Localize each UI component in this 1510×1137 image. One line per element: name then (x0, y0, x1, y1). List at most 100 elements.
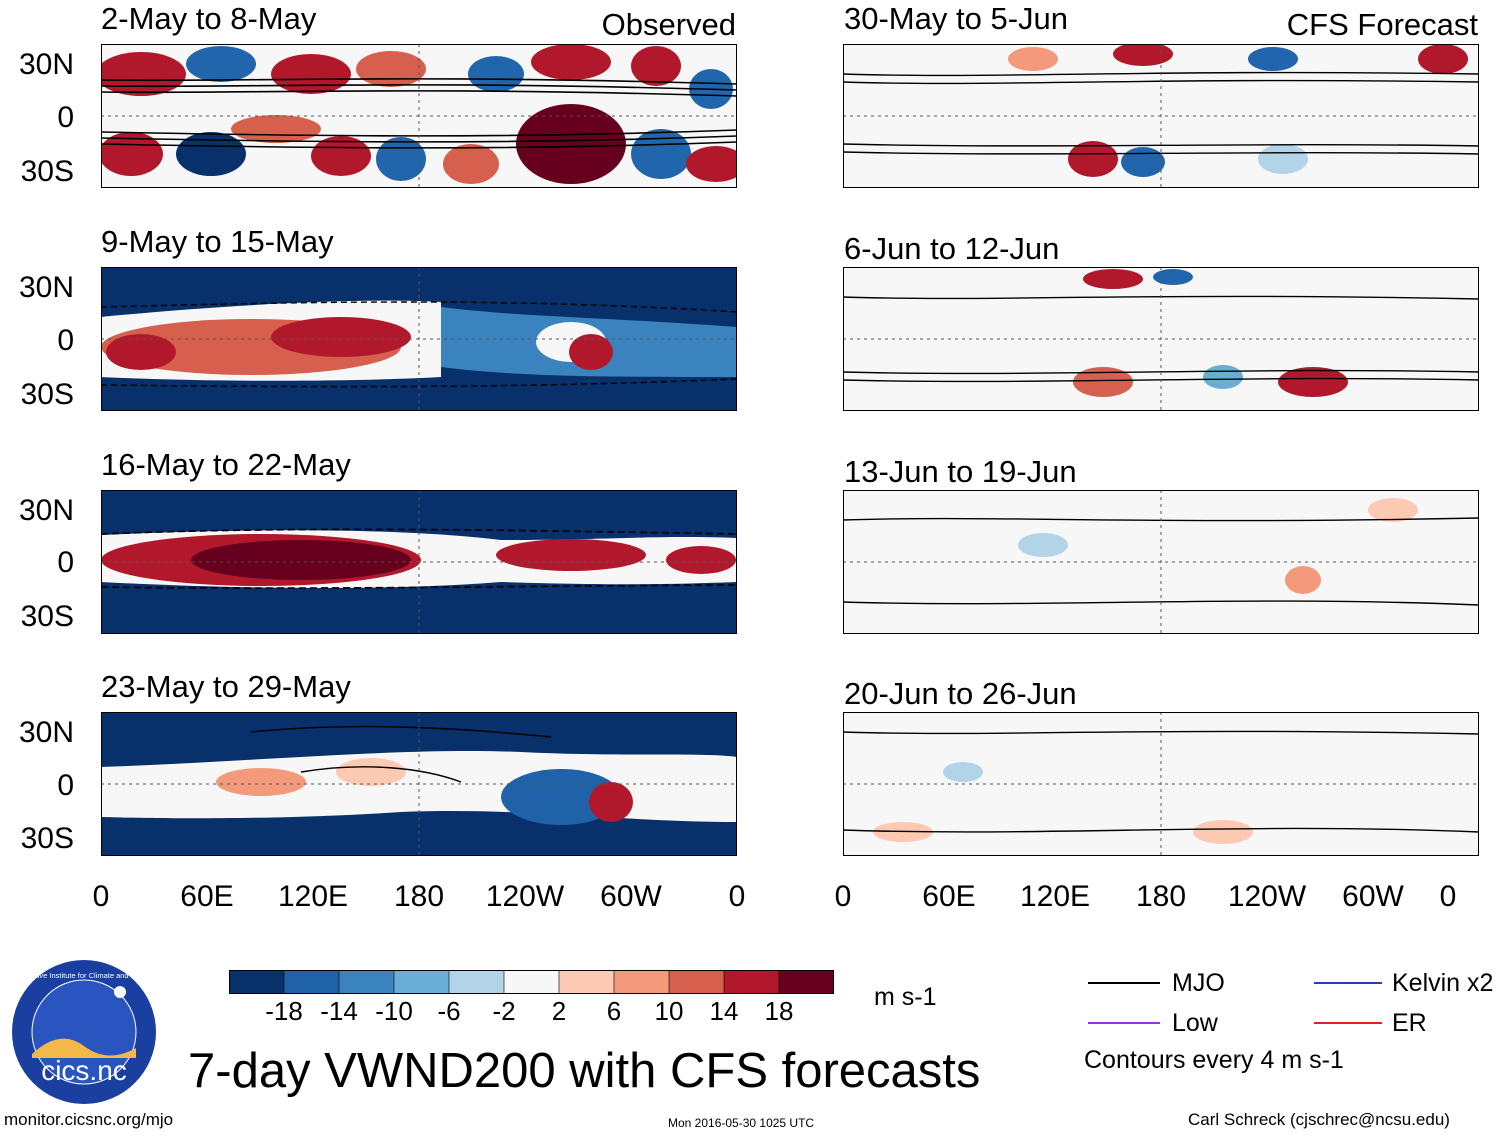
y-tick-label: 30S (20, 822, 74, 855)
colorbar-unit: m s-1 (874, 983, 937, 1011)
map-panel-observed-1 (101, 44, 737, 188)
x-tick-label: 0 (1439, 880, 1457, 913)
observed-panel-title: 23-May to 29-May (101, 669, 351, 704)
footer-url[interactable]: monitor.cicsnc.org/mjo (4, 1110, 174, 1129)
forecast-label: CFS Forecast (1286, 7, 1478, 42)
mjo-contours (101, 78, 737, 149)
forecast-panel-title: 30-May to 5-Jun (844, 1, 1068, 36)
map-panel-forecast-3 (843, 490, 1479, 634)
x-tick-label: 120W (1227, 880, 1307, 913)
legend-line-kelvin (1314, 982, 1382, 984)
colorbar-cell (229, 970, 285, 994)
x-tick-label: 180 (393, 880, 445, 913)
colorbar-tick: -2 (492, 996, 516, 1026)
map-panel-observed-2 (101, 267, 737, 411)
er-contours (101, 301, 737, 388)
anomaly-shading (101, 530, 737, 588)
observed-label: Observed (601, 7, 736, 42)
legend-line-er (1314, 1022, 1382, 1024)
anomaly-shading (101, 300, 737, 381)
colorbar-tick: 6 (606, 996, 622, 1026)
main-title: 7-day VWND200 with CFS forecasts (188, 1044, 981, 1098)
logo-ring-text: Cooperative Institute for Climate and Sa… (10, 971, 158, 980)
colorbar-cell (503, 970, 560, 994)
legend-label-kelvin: Kelvin x2 (1392, 969, 1494, 997)
y-tick-label: 30S (20, 155, 74, 188)
footer-timestamp: Mon 2016-05-30 1025 UTC (668, 1116, 815, 1130)
x-tick-label: 120E (1019, 880, 1091, 913)
colorbar-tick: 2 (551, 996, 567, 1026)
colorbar-tick: 14 (709, 996, 739, 1026)
x-tick-label: 0 (92, 880, 110, 913)
x-tick-label: 60E (922, 880, 976, 913)
mjo-contours (843, 517, 1479, 606)
y-tick-label: 0 (57, 769, 74, 802)
colorbar (229, 970, 834, 994)
colorbar-tick: 18 (764, 996, 794, 1026)
x-tick-label: 120E (277, 880, 349, 913)
mjo-contours (843, 71, 1479, 155)
y-tick-label: 30N (18, 716, 74, 749)
y-tick-label: 30N (18, 494, 74, 527)
anomaly-shading (1018, 498, 1418, 594)
x-tick-label: 0 (728, 880, 746, 913)
legend-label-mjo: MJO (1172, 969, 1225, 997)
y-tick-label: 0 (57, 101, 74, 134)
y-tick-label: 30S (20, 600, 74, 633)
y-tick-label: 0 (57, 324, 74, 357)
colorbar-tick: -14 (320, 996, 358, 1026)
colorbar-cell (393, 970, 450, 994)
map-panel-observed-3 (101, 490, 737, 634)
map-panel-forecast-4 (843, 712, 1479, 856)
colorbar-cell (778, 970, 834, 994)
colorbar-cell (283, 970, 340, 994)
x-tick-label: 60E (180, 880, 234, 913)
footer-author: Carl Schreck (cjschrec@ncsu.edu) (1188, 1110, 1450, 1129)
legend-note: Contours every 4 m s-1 (1084, 1046, 1344, 1074)
colorbar-tick: -18 (265, 996, 303, 1026)
colorbar-tick: -10 (375, 996, 413, 1026)
colorbar-cell (448, 970, 505, 994)
logo-sun-icon (114, 986, 126, 998)
forecast-panel-title: 6-Jun to 12-Jun (844, 231, 1060, 266)
forecast-panel-title: 13-Jun to 19-Jun (844, 454, 1077, 489)
colorbar-cell (558, 970, 615, 994)
observed-panel-title: 16-May to 22-May (101, 447, 351, 482)
legend-line-mjo (1088, 982, 1160, 984)
x-tick-label: 180 (1135, 880, 1187, 913)
mjo-contours (843, 295, 1479, 383)
forecast-panel-title: 20-Jun to 26-Jun (844, 676, 1077, 711)
y-tick-label: 0 (57, 546, 74, 579)
x-tick-label: 120W (485, 880, 565, 913)
map-panel-forecast-1 (843, 44, 1479, 188)
anomaly-shading (1073, 269, 1348, 397)
legend-label-er: ER (1392, 1009, 1427, 1037)
x-tick-label: 0 (834, 880, 852, 913)
legend-line-low (1088, 1022, 1160, 1024)
cics-logo: cics.nc Cooperative Institute for Climat… (10, 960, 158, 1104)
anomaly-shading (873, 762, 1253, 844)
mjo-contours (250, 725, 552, 783)
anomaly-shading (1008, 44, 1468, 177)
logo-mountain-icon (32, 1038, 136, 1058)
colorbar-cell (668, 970, 725, 994)
colorbar-tick: -6 (437, 996, 461, 1026)
anomaly-shading (101, 750, 737, 825)
colorbar-cell (613, 970, 670, 994)
y-tick-label: 30S (20, 378, 74, 411)
observed-panel-title: 9-May to 15-May (101, 224, 334, 259)
colorbar-cell (338, 970, 395, 994)
x-tick-label: 60W (600, 880, 662, 913)
mjo-contours (843, 730, 1479, 833)
x-tick-label: 60W (1342, 880, 1404, 913)
colorbar-tick: 10 (654, 996, 684, 1026)
colorbar-cell (723, 970, 780, 994)
map-panel-forecast-2 (843, 267, 1479, 411)
logo-text: cics.nc (41, 1055, 127, 1086)
y-tick-label: 30N (18, 271, 74, 304)
anomaly-shading (101, 44, 737, 184)
map-panel-observed-4 (101, 712, 737, 856)
legend-label-low: Low (1172, 1009, 1218, 1037)
observed-panel-title: 2-May to 8-May (101, 1, 317, 36)
y-tick-label: 30N (18, 48, 74, 81)
